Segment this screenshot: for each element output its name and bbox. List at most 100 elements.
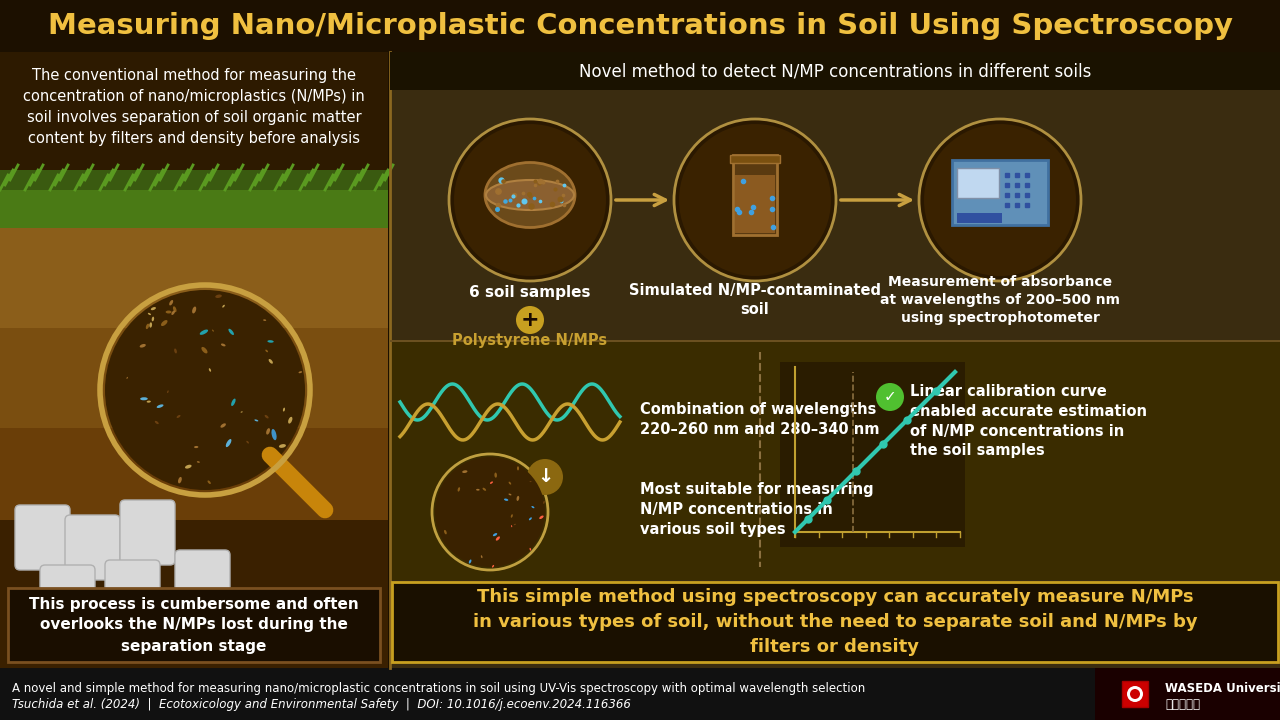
Circle shape <box>454 124 605 276</box>
Ellipse shape <box>529 518 532 521</box>
Ellipse shape <box>223 305 225 307</box>
Ellipse shape <box>146 324 150 329</box>
Ellipse shape <box>212 330 214 332</box>
FancyBboxPatch shape <box>120 500 175 565</box>
Bar <box>392 582 1277 662</box>
Text: Linear calibration curve
enabled accurate estimation
of N/MP concentrations in
t: Linear calibration curve enabled accurat… <box>910 384 1147 459</box>
Text: Measuring Nano/Microplastic Concentrations in Soil Using Spectroscopy: Measuring Nano/Microplastic Concentratio… <box>47 12 1233 40</box>
Ellipse shape <box>140 344 146 348</box>
Circle shape <box>105 290 305 490</box>
FancyBboxPatch shape <box>40 565 95 630</box>
Bar <box>780 362 965 547</box>
Bar <box>0 0 1280 52</box>
Ellipse shape <box>279 444 285 448</box>
Circle shape <box>919 119 1082 281</box>
Ellipse shape <box>177 415 180 418</box>
Ellipse shape <box>271 429 276 440</box>
Ellipse shape <box>543 501 545 504</box>
Ellipse shape <box>298 372 302 373</box>
Ellipse shape <box>246 441 250 444</box>
Text: Measurement of absorbance
at wavelengths of 200–500 nm
using spectrophotometer: Measurement of absorbance at wavelengths… <box>881 274 1120 325</box>
Circle shape <box>1130 689 1140 699</box>
Ellipse shape <box>492 565 494 567</box>
Ellipse shape <box>220 423 225 428</box>
Ellipse shape <box>241 411 243 413</box>
Ellipse shape <box>444 530 447 534</box>
Ellipse shape <box>172 310 175 315</box>
Ellipse shape <box>192 307 196 313</box>
Ellipse shape <box>147 400 151 402</box>
Ellipse shape <box>207 480 211 484</box>
Ellipse shape <box>483 487 486 491</box>
Circle shape <box>675 119 836 281</box>
Ellipse shape <box>508 493 512 495</box>
Circle shape <box>516 306 544 334</box>
Ellipse shape <box>517 496 520 501</box>
Bar <box>390 340 1280 342</box>
Ellipse shape <box>200 330 209 335</box>
Ellipse shape <box>197 462 200 463</box>
Bar <box>0 170 388 230</box>
Bar <box>952 160 1048 225</box>
Ellipse shape <box>511 514 513 518</box>
Bar <box>0 328 388 428</box>
Ellipse shape <box>165 310 172 313</box>
Ellipse shape <box>209 368 211 372</box>
Ellipse shape <box>232 399 236 406</box>
Ellipse shape <box>155 421 159 424</box>
Text: This process is cumbersome and often
overlooks the N/MPs lost during the
separat: This process is cumbersome and often ove… <box>29 596 358 654</box>
Bar <box>0 190 388 230</box>
Ellipse shape <box>517 467 518 470</box>
Ellipse shape <box>148 312 151 315</box>
Bar <box>390 52 1280 90</box>
Ellipse shape <box>228 329 234 335</box>
Bar <box>8 588 380 662</box>
Text: This simple method using spectroscopy can accurately measure N/MPs
in various ty: This simple method using spectroscopy ca… <box>472 588 1197 656</box>
Ellipse shape <box>269 359 273 364</box>
Ellipse shape <box>495 536 500 541</box>
Ellipse shape <box>486 180 573 210</box>
Circle shape <box>876 383 904 411</box>
Bar <box>957 213 1002 223</box>
Ellipse shape <box>508 482 511 485</box>
Ellipse shape <box>201 347 207 354</box>
Text: A novel and simple method for measuring nano/microplastic concentrations in soil: A novel and simple method for measuring … <box>12 682 865 695</box>
FancyArrowPatch shape <box>841 194 910 205</box>
FancyBboxPatch shape <box>105 560 160 625</box>
Ellipse shape <box>476 489 480 490</box>
Ellipse shape <box>186 464 192 469</box>
Bar <box>0 668 1280 720</box>
FancyBboxPatch shape <box>175 550 230 615</box>
Ellipse shape <box>161 320 168 326</box>
Text: Polystyrene N/MPs: Polystyrene N/MPs <box>452 333 608 348</box>
Ellipse shape <box>513 523 516 525</box>
Text: Novel method to detect N/MP concentrations in different soils: Novel method to detect N/MP concentratio… <box>579 62 1091 80</box>
FancyArrowPatch shape <box>616 194 666 205</box>
Ellipse shape <box>221 343 225 346</box>
Ellipse shape <box>264 320 266 321</box>
Circle shape <box>435 457 545 567</box>
Bar <box>390 342 1280 580</box>
Ellipse shape <box>530 481 531 482</box>
Ellipse shape <box>481 555 483 558</box>
Text: Most suitable for measuring
N/MP concentrations in
various soil types: Most suitable for measuring N/MP concent… <box>640 482 874 536</box>
Ellipse shape <box>127 377 128 379</box>
Bar <box>0 428 388 528</box>
Ellipse shape <box>265 415 269 418</box>
Circle shape <box>678 124 831 276</box>
Ellipse shape <box>468 559 471 564</box>
Text: The conventional method for measuring the
concentration of nano/microplastics (N: The conventional method for measuring th… <box>23 68 365 146</box>
Ellipse shape <box>494 472 497 477</box>
FancyBboxPatch shape <box>15 505 70 570</box>
Bar <box>733 155 777 235</box>
Bar <box>0 52 388 668</box>
Bar <box>1094 668 1280 720</box>
Ellipse shape <box>288 417 292 423</box>
Text: Simulated N/MP-contaminated
soil: Simulated N/MP-contaminated soil <box>628 282 881 318</box>
Ellipse shape <box>140 397 147 400</box>
Text: ✓: ✓ <box>883 390 896 405</box>
Circle shape <box>527 459 563 495</box>
Ellipse shape <box>152 317 154 321</box>
Ellipse shape <box>178 477 182 483</box>
Text: WASEDA University: WASEDA University <box>1165 682 1280 695</box>
